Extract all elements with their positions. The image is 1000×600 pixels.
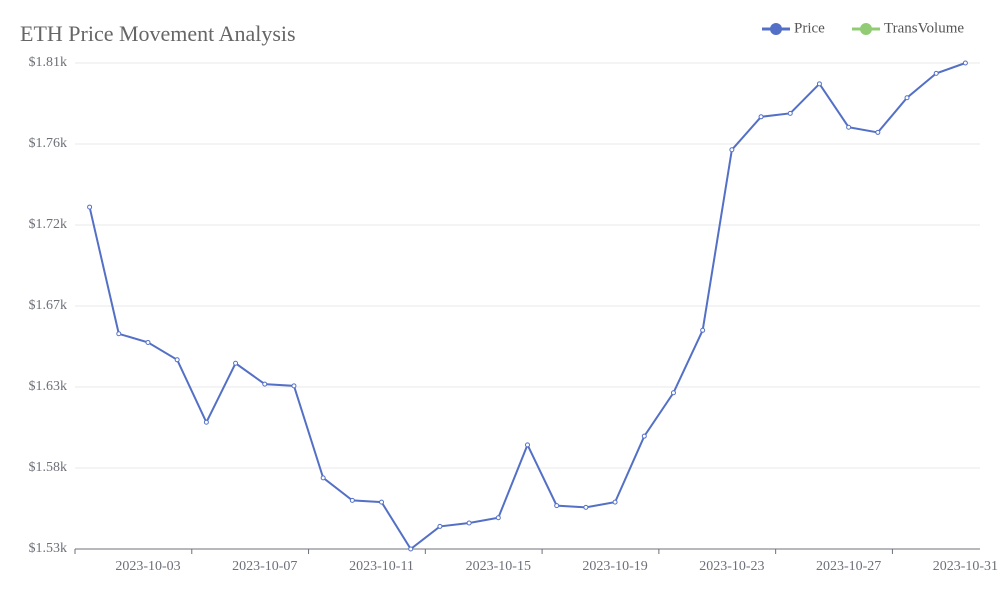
data-point bbox=[525, 442, 530, 448]
data-point bbox=[145, 339, 151, 345]
y-tick-label: $1.72k bbox=[29, 217, 68, 232]
legend-marker bbox=[770, 23, 782, 35]
data-point bbox=[87, 204, 93, 210]
data-point bbox=[116, 331, 122, 337]
data-point bbox=[816, 81, 822, 87]
data-point bbox=[379, 499, 385, 505]
y-tick-label: $1.76k bbox=[29, 136, 68, 151]
data-point bbox=[787, 110, 793, 116]
data-point bbox=[904, 95, 910, 101]
data-point bbox=[554, 503, 560, 509]
data-point bbox=[291, 383, 297, 389]
x-tick-label: 2023-10-11 bbox=[349, 559, 414, 574]
data-point bbox=[262, 381, 268, 387]
data-point bbox=[962, 60, 968, 66]
data-point bbox=[203, 419, 209, 425]
data-point bbox=[437, 523, 443, 529]
x-tick-label: 2023-10-07 bbox=[232, 559, 297, 574]
data-point bbox=[495, 515, 501, 521]
data-point bbox=[933, 70, 939, 76]
data-point bbox=[612, 499, 618, 505]
legend-label: Price bbox=[794, 20, 825, 36]
x-tick-label: 2023-10-15 bbox=[466, 559, 531, 574]
data-point bbox=[320, 475, 326, 481]
x-tick-label: 2023-10-27 bbox=[816, 559, 881, 574]
data-point bbox=[583, 504, 589, 510]
x-tick-label: 2023-10-23 bbox=[699, 559, 764, 574]
data-point bbox=[758, 114, 764, 120]
data-point bbox=[174, 357, 180, 363]
y-tick-label: $1.63k bbox=[29, 379, 68, 394]
x-tick-label: 2023-10-19 bbox=[582, 559, 647, 574]
data-point bbox=[875, 129, 881, 135]
legend-label: TransVolume bbox=[884, 20, 964, 36]
y-tick-label: $1.67k bbox=[29, 298, 68, 313]
data-point bbox=[846, 124, 852, 130]
data-point bbox=[670, 390, 676, 396]
y-tick-label: $1.53k bbox=[29, 541, 68, 556]
data-point bbox=[408, 546, 414, 552]
data-point bbox=[233, 360, 239, 366]
data-point bbox=[700, 327, 706, 333]
data-point bbox=[641, 433, 647, 439]
chart-title: ETH Price Movement Analysis bbox=[20, 21, 296, 46]
y-tick-label: $1.58k bbox=[29, 460, 68, 475]
data-point bbox=[729, 147, 735, 153]
data-point bbox=[349, 497, 355, 503]
y-tick-label: $1.81k bbox=[29, 55, 68, 70]
x-tick-label: 2023-10-31 bbox=[933, 559, 998, 574]
x-tick-label: 2023-10-03 bbox=[115, 559, 180, 574]
legend-marker bbox=[860, 23, 872, 35]
data-point bbox=[466, 520, 472, 526]
